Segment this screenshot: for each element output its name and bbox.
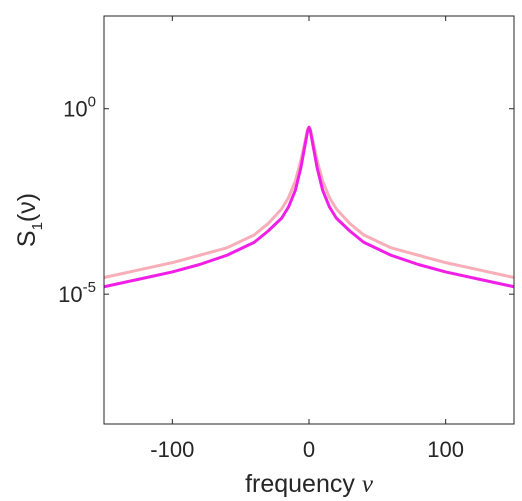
tick-layer: -100 0 100 100 10-5	[58, 16, 514, 462]
x-tick-label: 100	[427, 437, 464, 462]
x-tick-label: 0	[303, 437, 315, 462]
y-tick-label: 100	[63, 94, 96, 122]
plot-area	[104, 16, 514, 424]
x-tick-label: -100	[150, 437, 194, 462]
x-axis-label: frequency ν	[245, 470, 374, 498]
series-layer	[103, 125, 515, 289]
y-tick-label: 10-5	[58, 279, 96, 307]
series-line-2	[103, 125, 515, 289]
y-axis-label: S1(ν)	[13, 193, 46, 247]
